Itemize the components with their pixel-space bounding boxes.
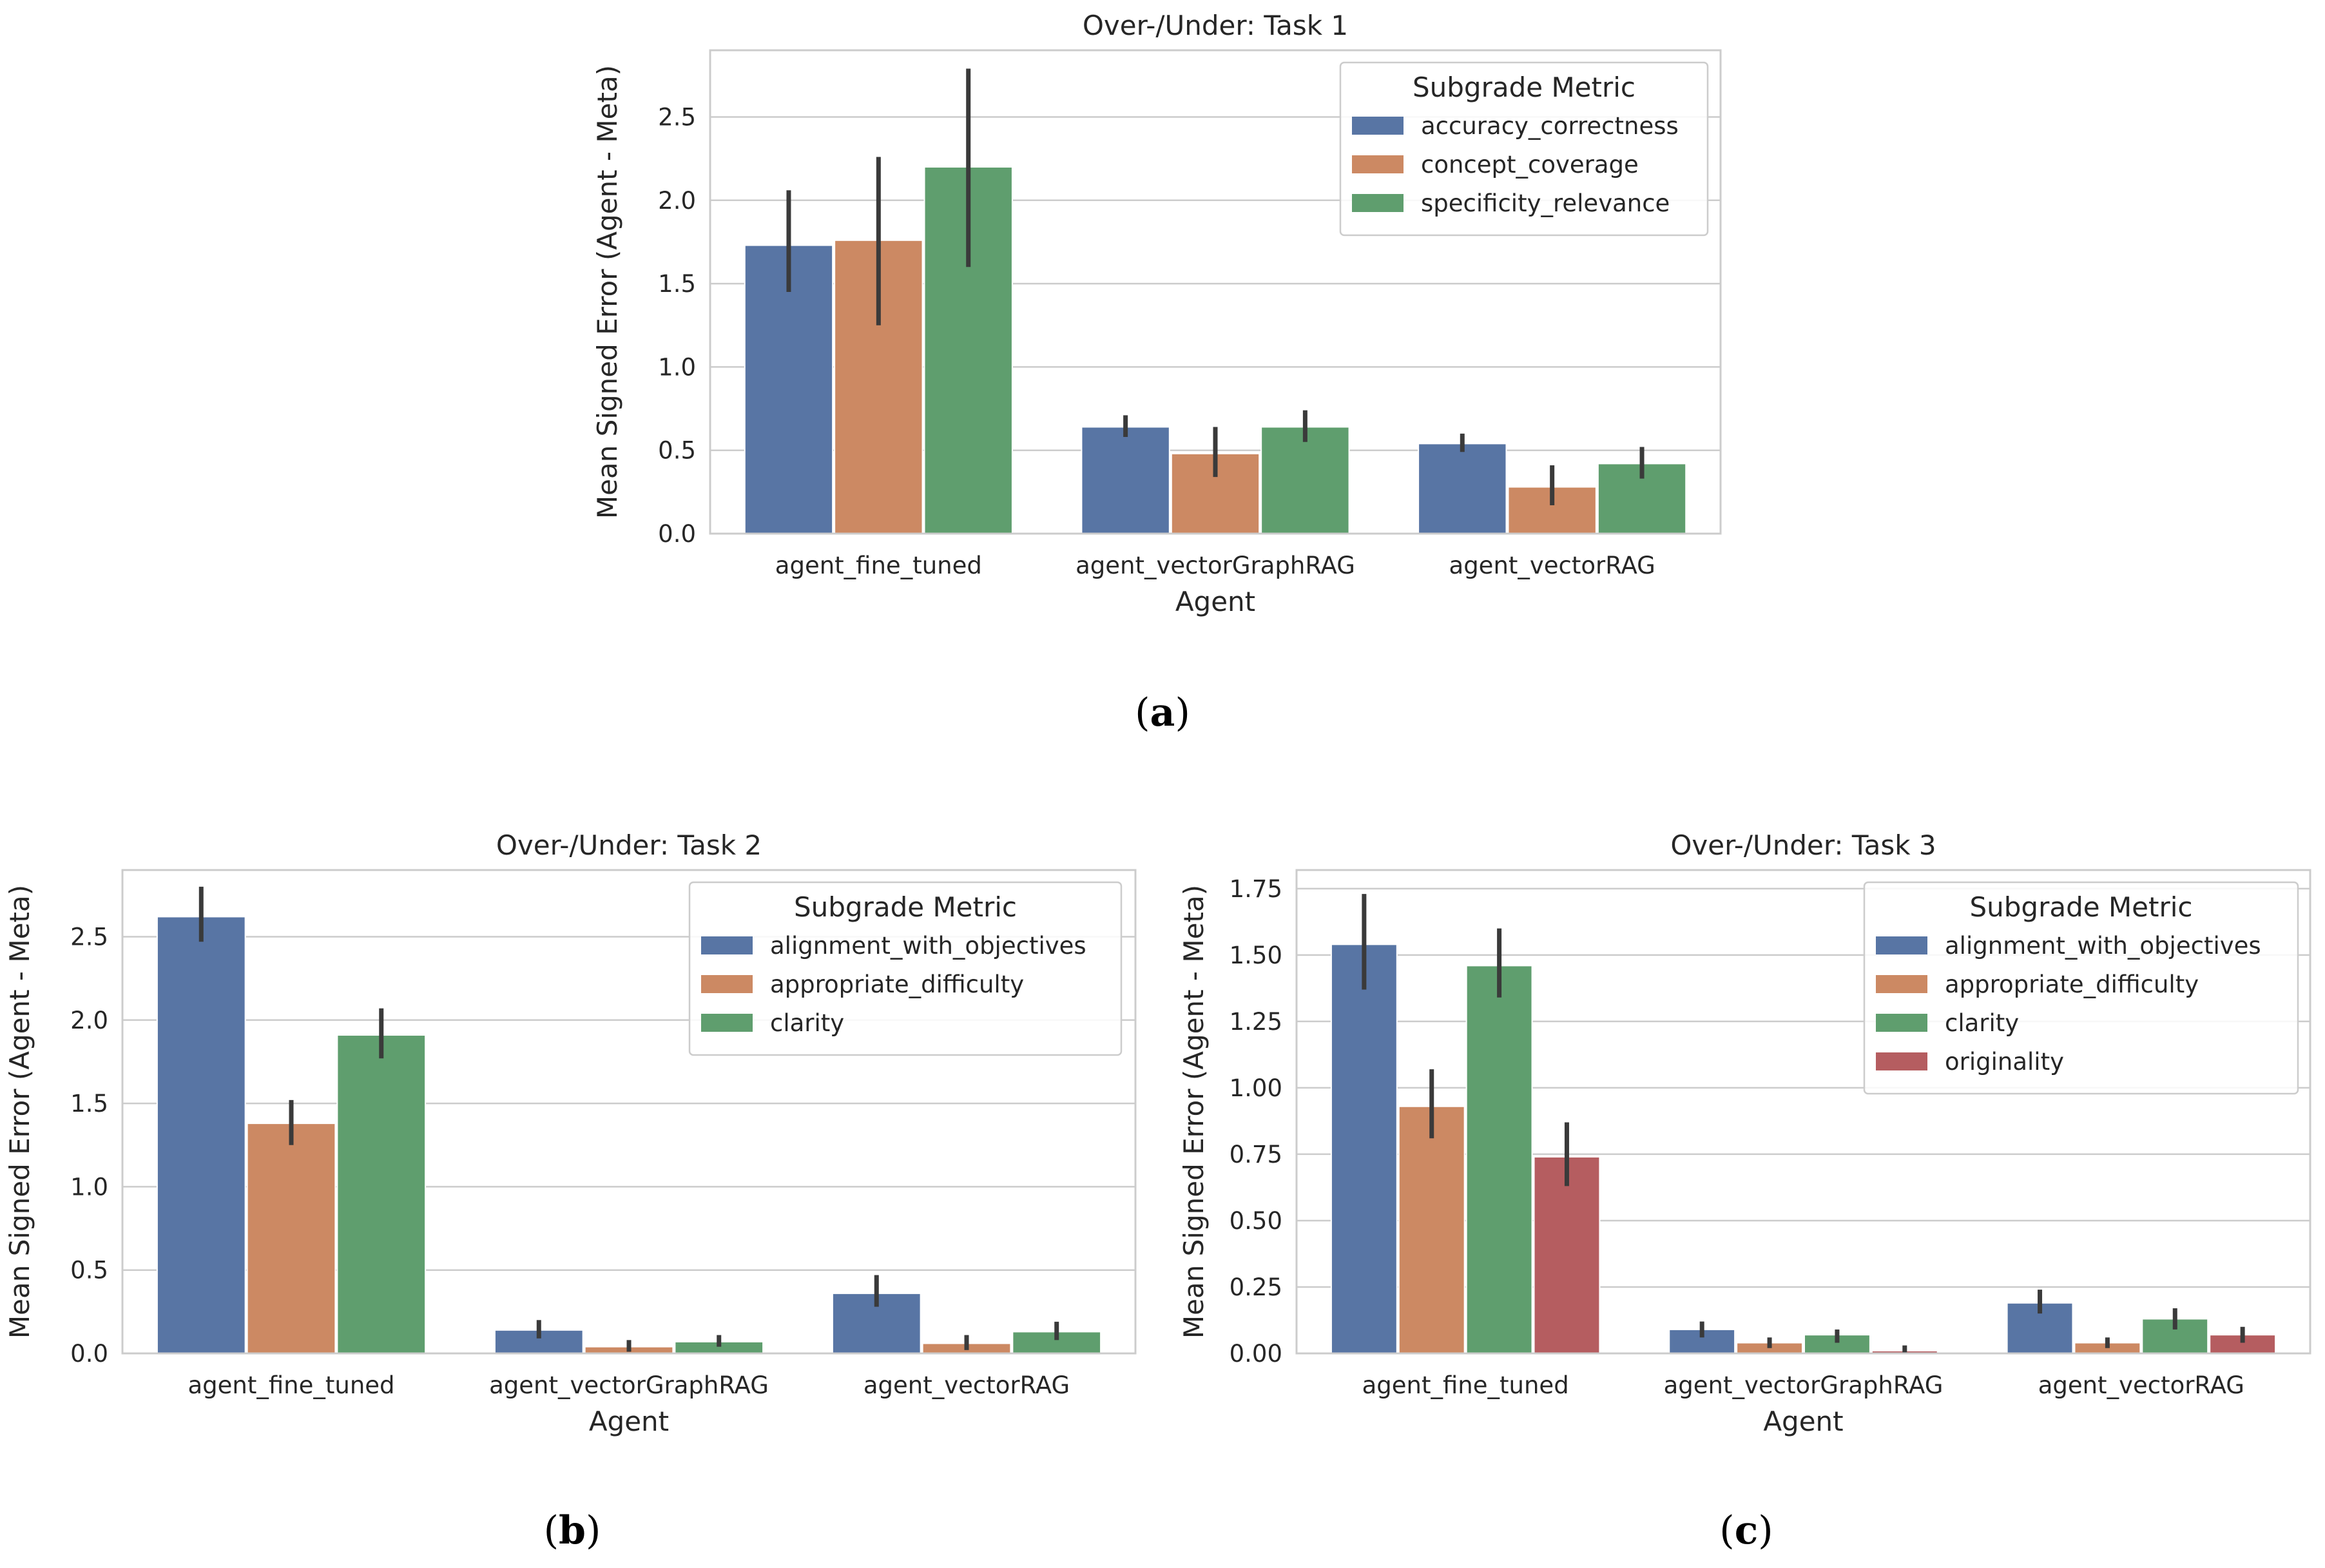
x-tick-label: agent_fine_tuned xyxy=(188,1371,394,1399)
caption-b-letter: b xyxy=(559,1508,586,1553)
caption-a-letter: a xyxy=(1150,690,1175,735)
y-tick-label: 1.0 xyxy=(70,1173,108,1201)
y-tick-label: 2.5 xyxy=(70,923,108,951)
plot-frame xyxy=(1295,869,2311,1355)
chart-task-2: 0.0 0.5 1.0 1.5 2.0 2.5 agent_fine_tuned agent_… xyxy=(4,829,1137,1437)
y-tick-label: 0.0 xyxy=(70,1340,108,1368)
y-tick-label: 2.0 xyxy=(70,1007,108,1034)
y-tick-label: 0.25 xyxy=(1230,1273,1282,1301)
legend-label: concept_coverage xyxy=(1421,151,1639,179)
chart-task-3: 0.00 0.25 0.50 0.75 1.00 1.25 1.50 1.75 agent_fi… xyxy=(1178,829,2311,1437)
x-tick-label: agent_vectorRAG xyxy=(2038,1371,2244,1399)
legend-box xyxy=(1339,61,1709,237)
legend-label: clarity xyxy=(1945,1009,2019,1037)
y-axis-label: Mean Signed Error (Agent - Meta) xyxy=(1178,885,1210,1339)
plot-frame xyxy=(121,869,1137,1355)
legend: Subgrade Metric accuracy_correctnessconce… xyxy=(1339,61,1709,237)
y-tick-label: 1.50 xyxy=(1230,942,1282,969)
legend-label: appropriate_difficulty xyxy=(1945,971,2199,998)
bar-clarity xyxy=(1465,965,1533,1355)
caption-b: (b) xyxy=(544,1508,601,1553)
y-tick-label: 0.0 xyxy=(658,520,696,548)
x-tick-label: agent_vectorGraphRAG xyxy=(1076,552,1355,579)
y-tick-label: 0.50 xyxy=(1230,1207,1282,1235)
legend: Subgrade Metric alignment_with_objectives… xyxy=(688,881,1123,1056)
legend-label: accuracy_correctness xyxy=(1421,112,1679,140)
y-tick-label: 1.00 xyxy=(1230,1074,1282,1102)
x-axis-label: Agent xyxy=(1175,586,1255,617)
y-tick-label: 0.75 xyxy=(1230,1141,1282,1168)
caption-c-letter: c xyxy=(1735,1508,1759,1553)
y-tick-label: 1.5 xyxy=(70,1090,108,1118)
y-tick-label: 1.25 xyxy=(1230,1008,1282,1036)
legend-label: alignment_with_objectives xyxy=(1945,932,2261,960)
bar-accuracy-correctness xyxy=(744,244,834,534)
x-axis-label: Agent xyxy=(1763,1406,1843,1437)
bar-alignment-with-objectives xyxy=(1330,944,1398,1354)
y-tick-label: 2.5 xyxy=(658,103,696,131)
x-tick-label: agent_vectorGraphRAG xyxy=(489,1371,769,1399)
y-tick-label: 2.0 xyxy=(658,187,696,215)
legend-swatch xyxy=(1352,155,1404,173)
legend-swatch xyxy=(1876,1052,1927,1070)
legend-box xyxy=(688,881,1123,1056)
bar-specificity-relevance xyxy=(1260,426,1350,535)
legend-swatch xyxy=(701,1014,753,1032)
chart-title: Over-/Under: Task 2 xyxy=(496,829,762,861)
legend-swatch xyxy=(701,936,753,954)
bar-appropriate-difficulty xyxy=(246,1123,336,1354)
x-tick-label: agent_vectorGraphRAG xyxy=(1664,1371,1944,1399)
bar-clarity xyxy=(336,1034,427,1354)
x-tick-label: agent_vectorRAG xyxy=(1449,552,1655,579)
y-tick-label: 0.5 xyxy=(70,1257,108,1284)
y-tick-label: 1.5 xyxy=(658,270,696,298)
y-tick-label: 0.00 xyxy=(1230,1340,1282,1368)
bar-appropriate-difficulty xyxy=(1398,1105,1465,1355)
chart-title: Over-/Under: Task 3 xyxy=(1670,829,1936,861)
bar-accuracy-correctness xyxy=(1418,443,1507,535)
caption-a: (a) xyxy=(1135,690,1190,735)
x-axis-label: Agent xyxy=(589,1406,669,1437)
legend-swatch xyxy=(1352,194,1404,212)
x-tick-label: agent_fine_tuned xyxy=(1362,1371,1569,1399)
x-tick-label: agent_fine_tuned xyxy=(775,552,982,579)
legend-title: Subgrade Metric xyxy=(1413,72,1635,103)
legend-title: Subgrade Metric xyxy=(1969,891,2192,923)
chart-task-1: 0.0 0.5 1.0 1.5 2.0 2.5 agent_fine_tuned agent_… xyxy=(592,10,1722,617)
y-axis-label: Mean Signed Error (Agent - Meta) xyxy=(4,885,35,1339)
legend-swatch xyxy=(701,975,753,993)
plot-frame xyxy=(709,49,1722,535)
chart-title: Over-/Under: Task 1 xyxy=(1083,10,1348,41)
y-tick-label: 0.5 xyxy=(658,437,696,465)
legend-label: appropriate_difficulty xyxy=(770,971,1024,998)
legend-swatch xyxy=(1352,117,1404,135)
legend-label: originality xyxy=(1945,1048,2064,1076)
y-tick-label: 1.75 xyxy=(1230,875,1282,903)
y-axis-label: Mean Signed Error (Agent - Meta) xyxy=(592,65,623,519)
bar-accuracy-correctness xyxy=(1081,426,1170,535)
y-tick-label: 1.0 xyxy=(658,353,696,381)
legend-label: alignment_with_objectives xyxy=(770,932,1086,960)
legend-swatch xyxy=(1876,975,1927,993)
x-tick-label: agent_vectorRAG xyxy=(863,1371,1070,1399)
legend-title: Subgrade Metric xyxy=(794,891,1017,923)
caption-c: (c) xyxy=(1719,1508,1773,1553)
legend-swatch xyxy=(1876,1014,1927,1032)
legend-swatch xyxy=(1876,936,1927,954)
legend-label: specificity_relevance xyxy=(1421,189,1670,217)
bar-clarity xyxy=(1012,1331,1102,1355)
bar-originality xyxy=(1533,1156,1601,1354)
legend-label: clarity xyxy=(770,1009,844,1037)
bar-alignment-with-objectives xyxy=(156,916,246,1354)
legend: Subgrade Metric alignment_with_objectives… xyxy=(1863,881,2299,1095)
legend-box xyxy=(1863,881,2299,1095)
